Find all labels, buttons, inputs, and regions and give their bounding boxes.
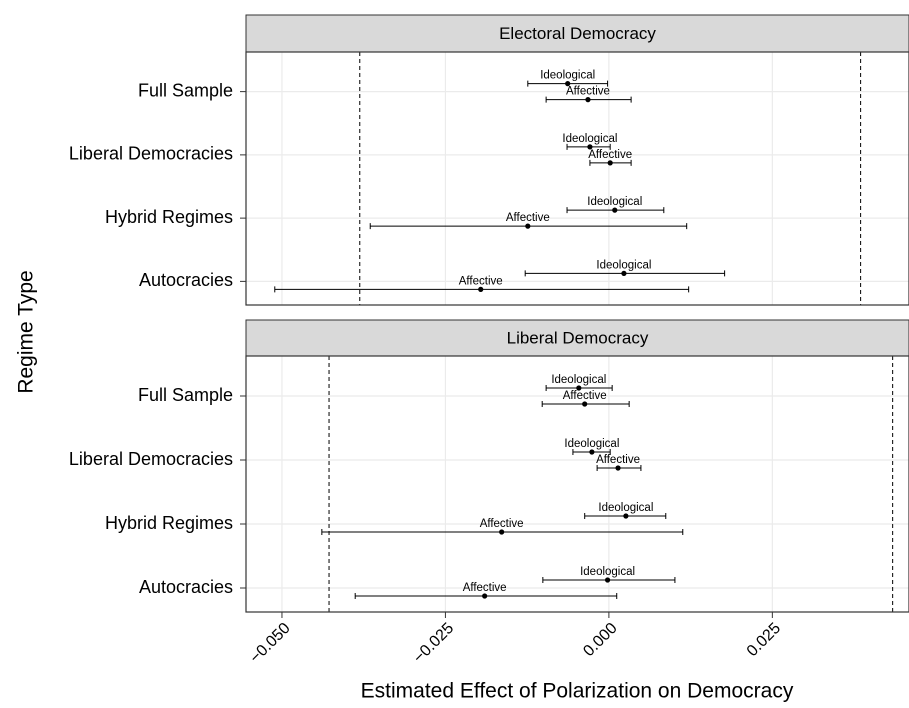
y-tick-label: Liberal Democracies bbox=[69, 144, 233, 164]
y-tick-label: Full Sample bbox=[138, 80, 233, 100]
point-label: Affective bbox=[563, 390, 607, 402]
y-tick-label: Autocracies bbox=[139, 577, 233, 597]
point-label: Affective bbox=[463, 582, 507, 594]
point-label: Ideological bbox=[596, 259, 651, 271]
x-axis-label: Estimated Effect of Polarization on Demo… bbox=[361, 680, 794, 703]
point-label: Affective bbox=[588, 149, 632, 161]
point bbox=[615, 465, 621, 471]
y-tick-label: Hybrid Regimes bbox=[105, 513, 233, 533]
point-label: Affective bbox=[480, 518, 524, 530]
point bbox=[576, 385, 582, 391]
point-label: Ideological bbox=[540, 70, 595, 82]
facet-strip bbox=[245, 319, 909, 357]
point bbox=[499, 529, 505, 535]
facet-title: Liberal Democracy bbox=[507, 328, 649, 347]
point bbox=[623, 513, 629, 519]
point bbox=[612, 207, 618, 213]
facet-strip bbox=[245, 14, 909, 53]
point bbox=[607, 160, 613, 166]
point-label: Ideological bbox=[551, 374, 606, 386]
point-label: Ideological bbox=[587, 196, 642, 208]
x-tick-label: 0.000 bbox=[580, 620, 620, 660]
panel-border bbox=[245, 355, 909, 613]
y-tick-label: Liberal Democracies bbox=[69, 449, 233, 469]
point bbox=[482, 593, 488, 599]
y-axis-label: Regime Type bbox=[15, 270, 38, 393]
point-label: Affective bbox=[596, 454, 640, 466]
facet-title: Electoral Democracy bbox=[499, 24, 656, 43]
point bbox=[604, 577, 611, 583]
y-tick-label: Autocracies bbox=[139, 270, 233, 290]
point bbox=[478, 286, 484, 292]
y-tick-label: Hybrid Regimes bbox=[105, 207, 233, 227]
point-label: Ideological bbox=[562, 133, 617, 145]
point bbox=[621, 270, 627, 276]
point-label: Affective bbox=[566, 86, 610, 98]
x-tick-label: 0.025 bbox=[744, 620, 784, 660]
point-label: Ideological bbox=[598, 502, 653, 514]
panel-border bbox=[245, 51, 909, 306]
point-label: Affective bbox=[506, 212, 550, 224]
point bbox=[565, 81, 571, 87]
point-label: Ideological bbox=[580, 566, 635, 578]
x-tick-label: −0.025 bbox=[410, 620, 457, 667]
point bbox=[582, 401, 588, 407]
point bbox=[525, 223, 531, 229]
y-tick-label: Full Sample bbox=[138, 385, 233, 405]
point bbox=[589, 449, 595, 455]
point bbox=[587, 144, 593, 150]
point bbox=[585, 97, 591, 103]
x-tick-label: −0.050 bbox=[247, 620, 294, 667]
point-label: Ideological bbox=[564, 438, 619, 450]
point-label: Affective bbox=[459, 275, 503, 287]
